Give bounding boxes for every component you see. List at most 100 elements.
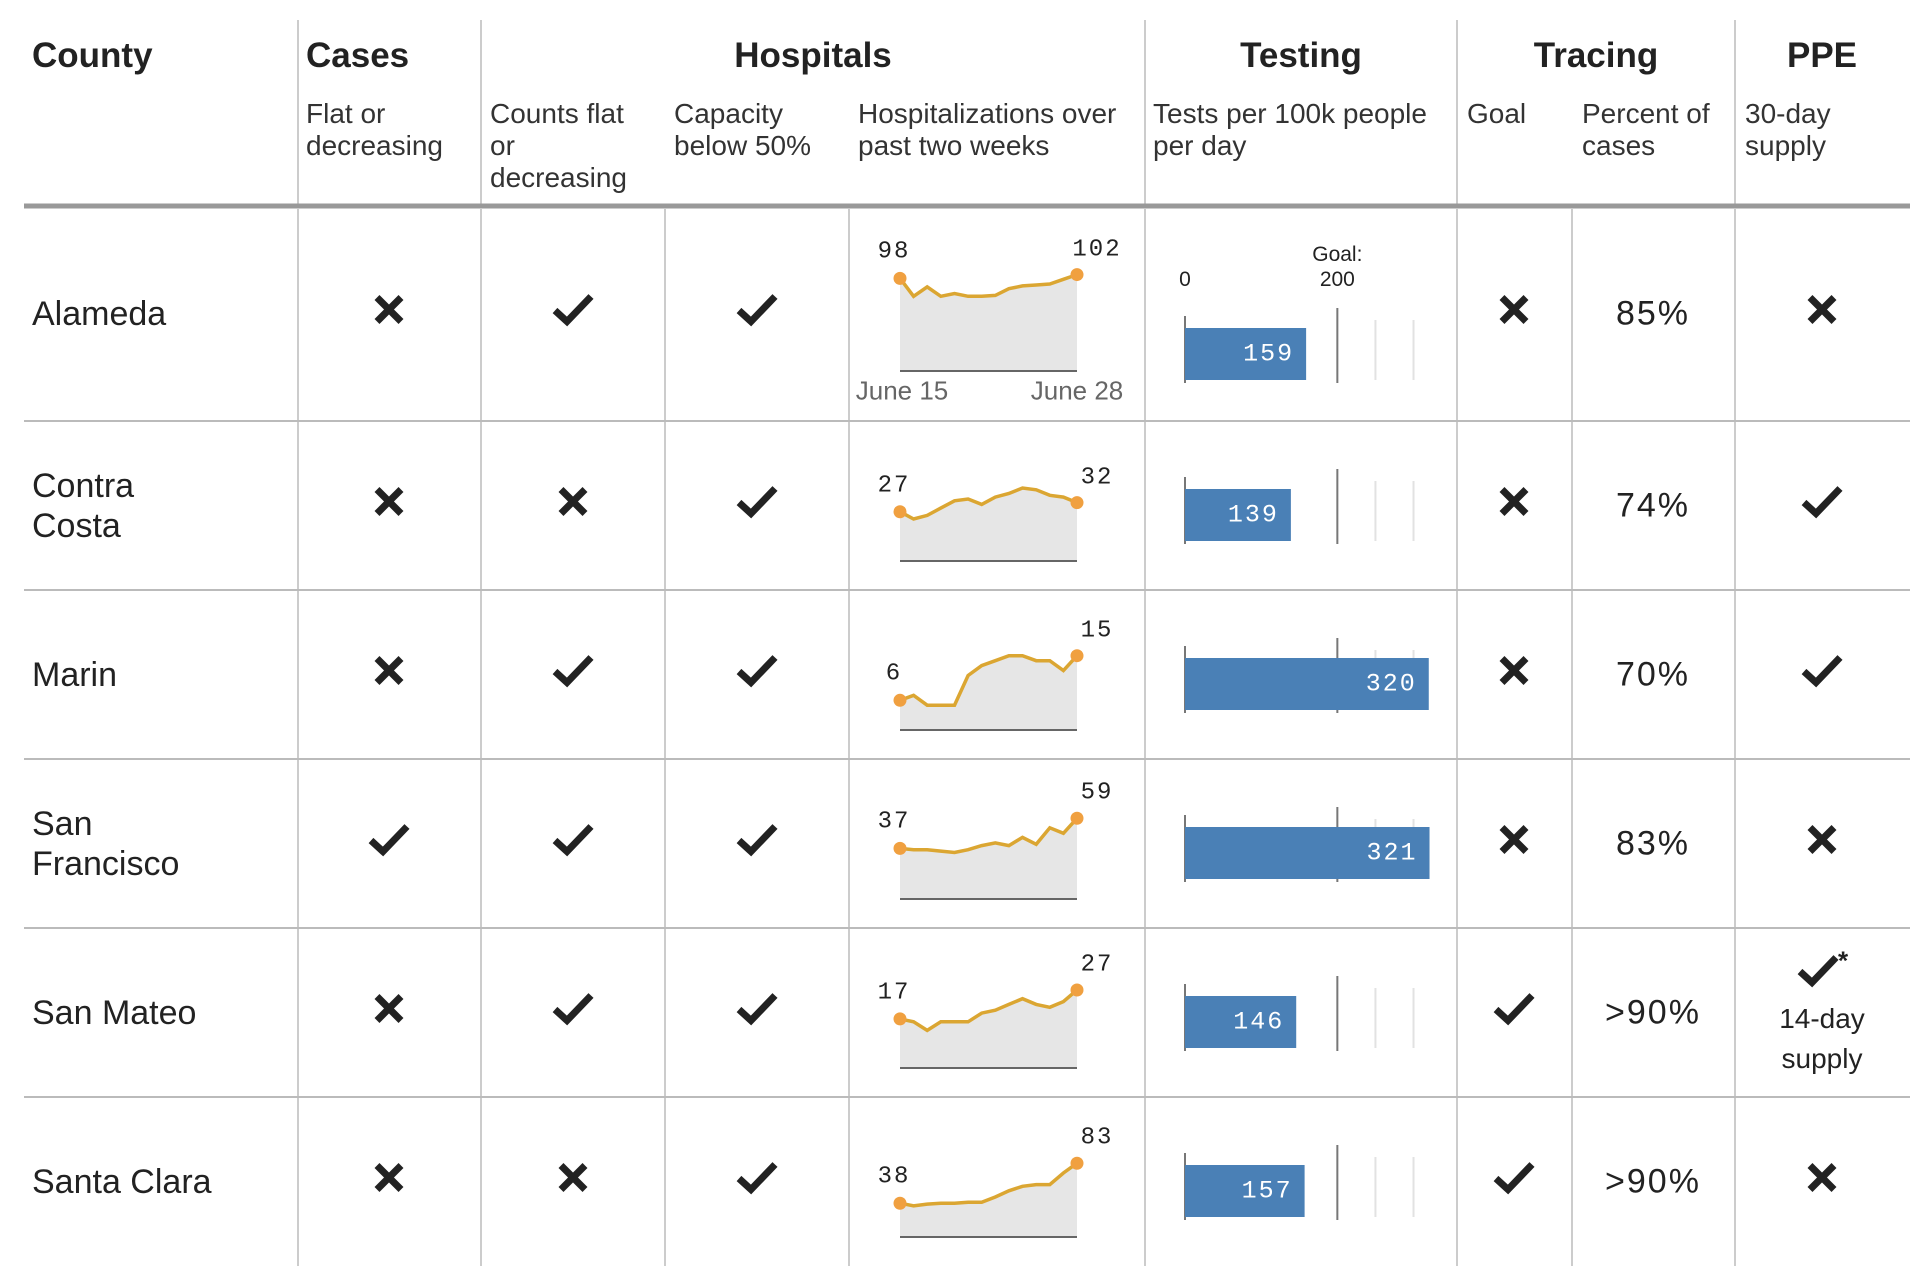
sparkline-end-label: 27	[1080, 951, 1114, 979]
group-header: Cases	[306, 36, 410, 75]
sparkline-end-label: 59	[1080, 779, 1114, 807]
tracing-percent: >90%	[1605, 993, 1701, 1031]
check-mark	[736, 993, 778, 1026]
sparkline-endpoint	[1070, 983, 1084, 997]
cross-mark	[1499, 656, 1529, 685]
cross-mark	[1807, 295, 1837, 324]
column-subheader: Capacity below 50%	[674, 98, 811, 161]
sparkline-endpoint	[1070, 649, 1084, 663]
cross-mark	[1807, 825, 1837, 854]
goal-label: Goal:	[1312, 243, 1363, 266]
sparkline-start-label: 17	[877, 979, 911, 1007]
group-header: County	[32, 36, 153, 75]
cross-mark	[558, 487, 588, 516]
column-subheader: Hospitalizations over past two weeks	[858, 98, 1117, 161]
sparkline-area	[900, 818, 1077, 899]
sparkline-endpoint	[893, 1012, 907, 1026]
tests-value: 159	[1243, 339, 1295, 369]
sparkline-end-label: 83	[1080, 1124, 1114, 1152]
check-mark	[552, 824, 594, 857]
tracing-percent: 83%	[1615, 824, 1691, 862]
tests-bar	[1185, 658, 1429, 710]
sparkline-start-label: 98	[877, 238, 911, 266]
sparkline-endpoint	[1070, 268, 1084, 282]
check-mark	[736, 1162, 778, 1195]
county-name: Contra Costa	[32, 466, 135, 545]
check-mark	[736, 655, 778, 688]
cross-mark	[374, 1163, 404, 1192]
county-name: Santa Clara	[32, 1162, 212, 1201]
sparkline-endpoint	[893, 1196, 907, 1210]
tests-value: 321	[1366, 838, 1418, 868]
ppe-note: 14-day supply	[1779, 1002, 1865, 1074]
sparkline-end-label: 15	[1080, 617, 1114, 645]
column-subheader: Goal	[1467, 98, 1527, 129]
check-mark	[736, 294, 778, 327]
sparkline-area	[900, 990, 1077, 1068]
tests-bar	[1185, 996, 1297, 1048]
sparkline-line	[898, 272, 1078, 299]
cross-mark	[1499, 295, 1529, 324]
sparkline-line	[899, 653, 1079, 707]
county-name: San Mateo	[32, 993, 197, 1032]
sparkline-line	[899, 817, 1079, 855]
sparkline-date: June 15	[855, 375, 949, 406]
cross-mark	[374, 656, 404, 685]
group-header: PPE	[1786, 36, 1858, 75]
check-mark	[368, 824, 410, 857]
sparkline-endpoint	[1070, 811, 1084, 825]
check-mark	[1801, 655, 1843, 688]
column-subheader: Counts flat or decreasing	[490, 98, 627, 193]
sparkline-line	[899, 988, 1079, 1033]
sparkline-line	[899, 1161, 1079, 1208]
sparkline-end-label: 102	[1072, 236, 1122, 264]
column-subheader: Flat or decreasing	[306, 98, 443, 161]
column-subheader: 30-day supply	[1745, 98, 1831, 161]
check-mark	[552, 655, 594, 688]
tracing-percent: 85%	[1615, 294, 1691, 332]
sparkline-start-label: 6	[885, 660, 903, 688]
check-mark	[552, 294, 594, 327]
sparkline-start-label: 27	[877, 472, 911, 500]
tests-bar	[1185, 489, 1291, 541]
sparkline-endpoint	[1070, 1156, 1084, 1170]
sparkline-endpoint	[893, 271, 907, 285]
check-mark	[552, 993, 594, 1026]
cross-mark	[1807, 1163, 1837, 1192]
check-mark	[736, 824, 778, 857]
check-mark	[1493, 1162, 1535, 1195]
sparkline-endpoint	[1070, 496, 1084, 510]
tests-value: 157	[1241, 1176, 1293, 1206]
tick-label: 200	[1319, 268, 1355, 291]
check-mark	[1493, 993, 1535, 1026]
tests-bar	[1185, 328, 1307, 380]
tracing-percent: 74%	[1615, 486, 1691, 524]
sparkline-start-label: 37	[877, 808, 911, 836]
county-name: Alameda	[32, 294, 167, 333]
group-header: Testing	[1240, 36, 1362, 75]
sparkline-area	[900, 274, 1077, 371]
column-subheader: Tests per 100k people per day	[1153, 98, 1427, 161]
group-header: Tracing	[1533, 36, 1659, 75]
check-mark	[736, 486, 778, 519]
county-name: San Francisco	[32, 804, 180, 883]
tick-label: 0	[1179, 268, 1191, 291]
group-header: Hospitals	[734, 36, 892, 75]
sparkline-endpoint	[893, 693, 907, 707]
sparkline-line	[899, 486, 1078, 521]
tracing-percent: >90%	[1605, 1162, 1701, 1200]
check-mark	[1797, 955, 1839, 988]
tests-value: 320	[1365, 669, 1417, 699]
tests-value: 139	[1227, 500, 1279, 530]
county-name: Marin	[32, 655, 118, 694]
column-subheader: Percent of cases	[1582, 98, 1710, 161]
check-mark	[1801, 486, 1843, 519]
tests-bar	[1185, 827, 1430, 879]
sparkline-start-label: 38	[877, 1163, 911, 1191]
sparkline-end-label: 32	[1080, 464, 1114, 492]
ppe-marker: *	[1837, 945, 1849, 975]
sparkline-endpoint	[893, 841, 907, 855]
tests-value: 146	[1233, 1007, 1285, 1037]
cross-mark	[1499, 487, 1529, 516]
